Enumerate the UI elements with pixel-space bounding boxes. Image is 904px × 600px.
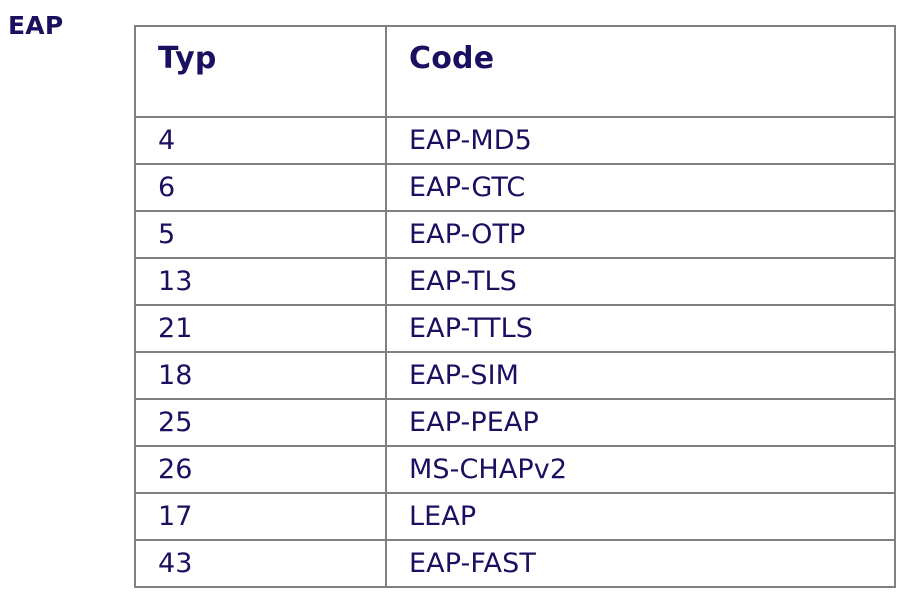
cell-typ: 21 [134,304,387,353]
table-row: 25 EAP-PEAP [134,398,896,447]
cell-code: EAP-SIM [385,351,896,400]
cell-code: MS-CHAPv2 [385,445,896,494]
column-header-typ: Typ [134,25,387,118]
table-header: Typ Code [134,25,896,118]
cell-typ: 13 [134,257,387,306]
eap-type-code-table: Typ Code 4 EAP-MD5 6 EAP-GTC 5 EAP-OTP 13 EAP-T… [134,25,896,588]
cell-typ: 6 [134,163,387,212]
cell-code: EAP-MD5 [385,116,896,165]
table-header-row: Typ Code [134,25,896,118]
table-row: 43 EAP-FAST [134,539,896,588]
table-row: 6 EAP-GTC [134,163,896,212]
table-row: 18 EAP-SIM [134,351,896,400]
table-row: 17 LEAP [134,492,896,541]
cell-code: EAP-OTP [385,210,896,259]
cell-code: EAP-FAST [385,539,896,588]
cell-code: LEAP [385,492,896,541]
table-row: 26 MS-CHAPv2 [134,445,896,494]
cell-typ: 43 [134,539,387,588]
table-body: 4 EAP-MD5 6 EAP-GTC 5 EAP-OTP 13 EAP-TLS 21 EAP-T… [134,116,896,588]
cell-typ: 25 [134,398,387,447]
cell-code: EAP-PEAP [385,398,896,447]
table-row: 13 EAP-TLS [134,257,896,306]
table-row: 21 EAP-TTLS [134,304,896,353]
cell-typ: 26 [134,445,387,494]
table-row: 4 EAP-MD5 [134,116,896,165]
page-title: EAP [8,11,64,40]
cell-typ: 18 [134,351,387,400]
cell-typ: 4 [134,116,387,165]
cell-code: EAP-GTC [385,163,896,212]
cell-code: EAP-TTLS [385,304,896,353]
cell-typ: 17 [134,492,387,541]
cell-typ: 5 [134,210,387,259]
cell-code: EAP-TLS [385,257,896,306]
column-header-code: Code [385,25,896,118]
table-row: 5 EAP-OTP [134,210,896,259]
